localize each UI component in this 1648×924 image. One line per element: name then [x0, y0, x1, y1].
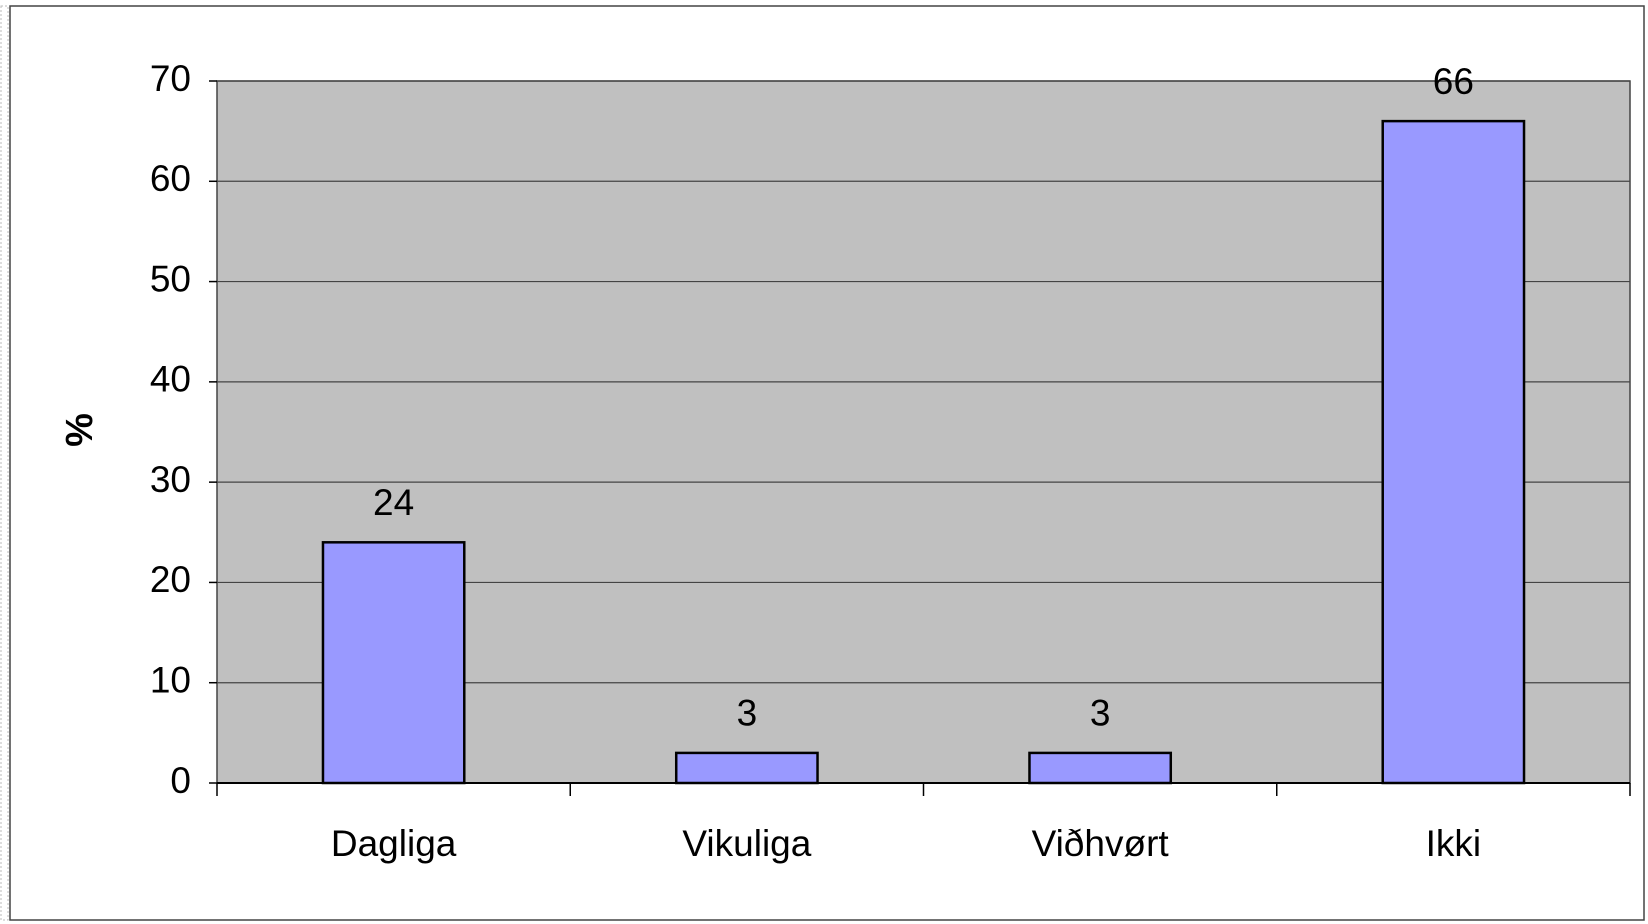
chart-edge [0, 5, 9, 921]
y-axis-label: % [59, 413, 101, 447]
bar [1381, 119, 1526, 785]
y-tick-label: 30 [150, 459, 191, 500]
y-tick-label: 70 [150, 58, 191, 99]
data-label: 24 [373, 482, 414, 523]
bar [674, 751, 819, 785]
y-tick-label: 0 [170, 760, 191, 801]
y-tick-label: 10 [150, 659, 191, 700]
data-label: 3 [1090, 693, 1111, 734]
y-tick-label: 50 [150, 258, 191, 299]
bar [1028, 751, 1173, 785]
data-label: 66 [1433, 61, 1474, 102]
y-tick-label: 40 [150, 359, 191, 400]
x-tick-label: Ikki [1426, 823, 1482, 864]
x-tick-label: Vikuliga [682, 823, 811, 864]
data-label: 3 [737, 693, 758, 734]
bar [321, 541, 466, 785]
y-tick-label: 20 [150, 559, 191, 600]
x-tick-label: Viðhvørt [1032, 823, 1170, 864]
x-tick-label: Dagliga [331, 823, 457, 864]
y-tick-label: 60 [150, 158, 191, 199]
